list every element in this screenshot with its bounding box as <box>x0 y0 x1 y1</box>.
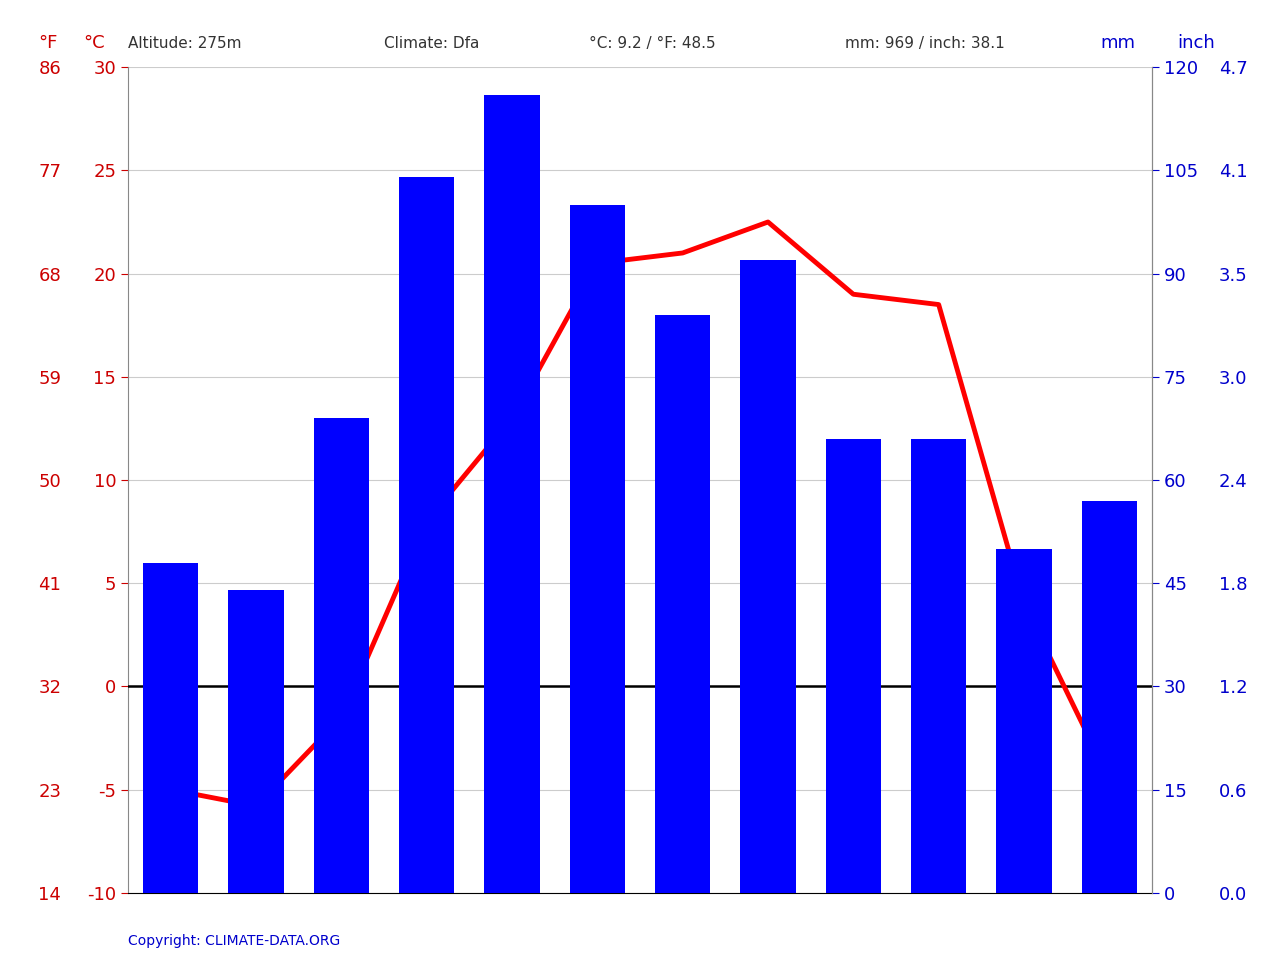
Text: mm: mm <box>1101 35 1135 52</box>
Text: inch: inch <box>1178 35 1215 52</box>
Bar <box>911 439 966 893</box>
Bar <box>1082 501 1137 893</box>
Text: Climate: Dfa: Climate: Dfa <box>384 36 480 51</box>
Bar <box>314 419 369 893</box>
Bar <box>655 315 710 893</box>
Text: Altitude: 275m: Altitude: 275m <box>128 36 242 51</box>
Bar <box>399 178 454 893</box>
Bar <box>143 563 198 893</box>
Text: °F: °F <box>38 35 58 52</box>
Text: °C: 9.2 / °F: 48.5: °C: 9.2 / °F: 48.5 <box>589 36 716 51</box>
Text: mm: 969 / inch: 38.1: mm: 969 / inch: 38.1 <box>845 36 1005 51</box>
Bar <box>996 549 1052 893</box>
Text: °C: °C <box>83 35 105 52</box>
Bar <box>570 204 625 893</box>
Text: Copyright: CLIMATE-DATA.ORG: Copyright: CLIMATE-DATA.ORG <box>128 934 340 948</box>
Bar <box>228 590 284 893</box>
Bar <box>826 439 881 893</box>
Bar <box>484 95 540 893</box>
Bar <box>740 260 796 893</box>
